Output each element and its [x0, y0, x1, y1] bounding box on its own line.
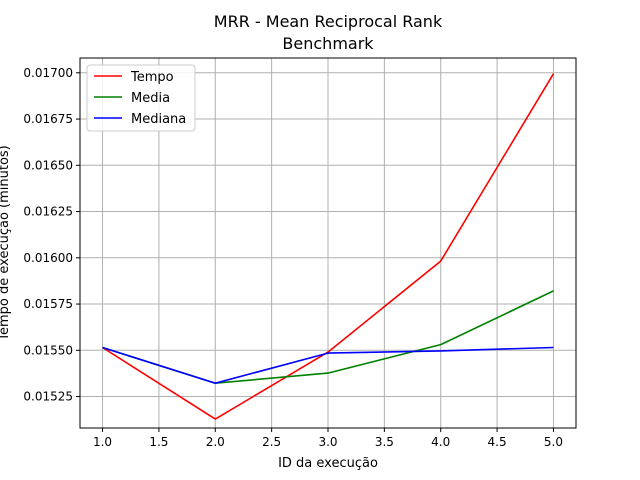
legend-label-media: Media	[131, 91, 170, 106]
y-tick-label: 0.01675	[23, 112, 73, 126]
legend-label-mediana: Mediana	[131, 112, 186, 127]
x-tick-label: 3.0	[318, 435, 337, 449]
legend-label-tempo: Tempo	[130, 70, 174, 85]
x-tick-label: 3.5	[375, 435, 394, 449]
y-axis-ticks: 0.01525 0.01550 0.01575 0.01600 0.01625 0.016…	[23, 66, 80, 404]
x-tick-label: 4.0	[431, 435, 450, 449]
x-axis-label: ID da execução	[278, 456, 378, 471]
y-tick-label: 0.01575	[23, 297, 73, 311]
series-line-tempo	[102, 73, 555, 420]
y-tick-label: 0.01550	[23, 343, 73, 357]
y-axis-label: Tempo de execução (minutos)	[0, 145, 12, 341]
legend: Tempo Media Mediana	[86, 64, 196, 132]
grid	[80, 58, 576, 428]
chart-title: MRR - Mean Reciprocal Rank	[214, 12, 443, 31]
y-tick-label: 0.01625	[23, 205, 73, 219]
y-tick-label: 0.01600	[23, 251, 73, 265]
y-tick-label: 0.01525	[23, 390, 73, 404]
series-line-mediana	[102, 346, 554, 385]
chart-subtitle: Benchmark	[282, 34, 374, 53]
x-tick-label: 2.5	[262, 435, 281, 449]
x-tick-label: 1.0	[93, 435, 112, 449]
y-tick-label: 0.01650	[23, 158, 73, 172]
x-axis-ticks: 1.0 1.5 2.0 2.5 3.0 3.5 4.0 4.5 5.0	[93, 428, 563, 449]
x-tick-label: 2.0	[206, 435, 225, 449]
x-tick-label: 5.0	[544, 435, 563, 449]
x-tick-label: 1.5	[149, 435, 168, 449]
y-tick-label: 0.01700	[23, 66, 73, 80]
x-tick-label: 4.5	[488, 435, 507, 449]
legend-box	[86, 64, 196, 132]
series-lines	[102, 73, 555, 420]
